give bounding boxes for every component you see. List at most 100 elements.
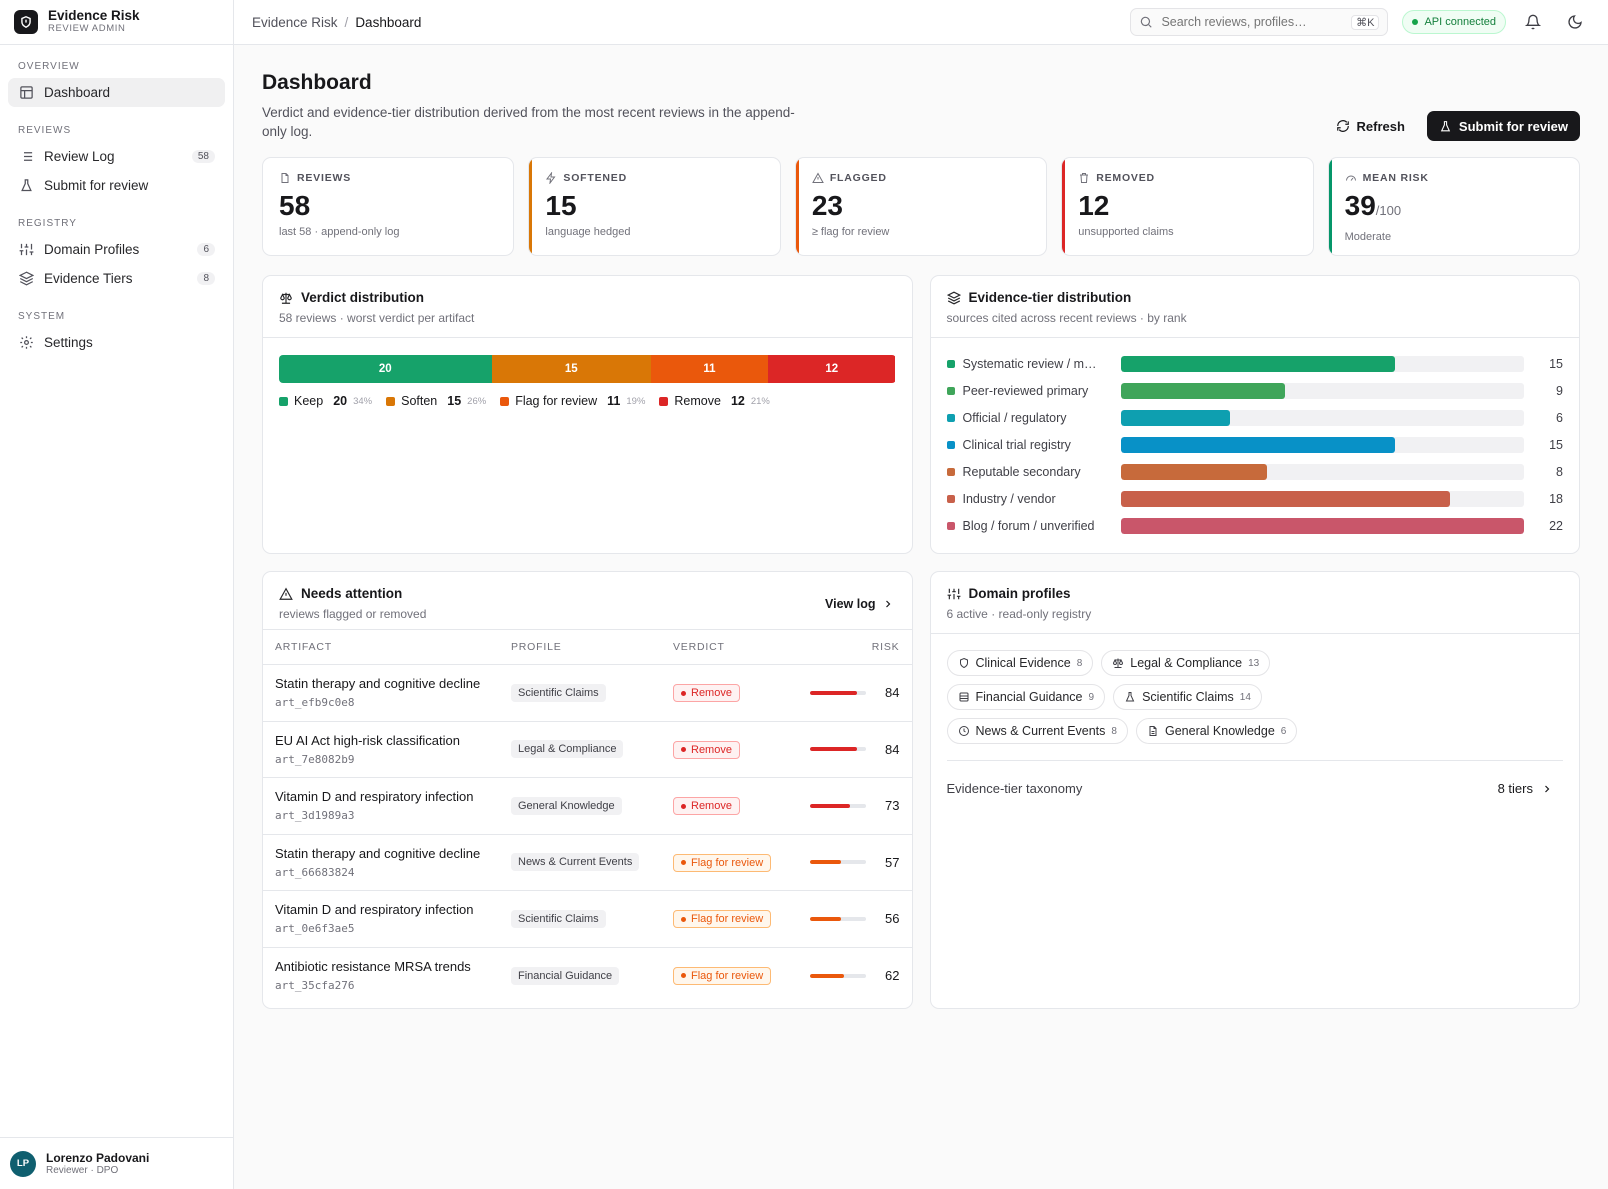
domain-chip-label: Scientific Claims bbox=[1142, 690, 1234, 704]
chevron-right-icon bbox=[1541, 783, 1553, 795]
brand[interactable]: Evidence Risk REVIEW ADMIN bbox=[0, 0, 233, 45]
sidebar-item-dashboard[interactable]: Dashboard bbox=[8, 78, 225, 107]
submit-label: Submit for review bbox=[1458, 118, 1568, 134]
domain-chip-legal-compliance[interactable]: Legal & Compliance 13 bbox=[1101, 650, 1271, 676]
column-header-artifact[interactable]: ARTIFACT bbox=[263, 629, 499, 665]
tier-row: Official / regulatory 6 bbox=[931, 404, 1580, 431]
risk-meter-fill bbox=[809, 916, 841, 921]
profile-cell: News & Current Events bbox=[499, 834, 661, 891]
scale-icon bbox=[1112, 657, 1124, 669]
card-subtitle: 58 reviews · worst verdict per artifact bbox=[279, 311, 475, 325]
domain-chip-general-knowledge[interactable]: General Knowledge 6 bbox=[1135, 718, 1298, 744]
sidebar-item-domain-profiles[interactable]: Domain Profiles 6 bbox=[8, 235, 225, 264]
stat-value: 23 bbox=[811, 190, 843, 221]
table-row[interactable]: Statin therapy and cognitive decline art_… bbox=[263, 664, 912, 722]
domain-chip-label: Legal & Compliance bbox=[1130, 656, 1243, 670]
artifact-title[interactable]: Antibiotic resistance MRSA trends bbox=[275, 959, 471, 974]
tier-value: 22 bbox=[1549, 518, 1563, 533]
stat-value: 39/100 bbox=[1345, 190, 1563, 227]
legend-percent: 34% bbox=[353, 395, 373, 407]
stat-label: FLAGGED bbox=[829, 172, 887, 184]
risk-meter-fill bbox=[809, 973, 845, 978]
artifact-title[interactable]: Vitamin D and respiratory infection bbox=[275, 789, 474, 805]
moon-icon[interactable] bbox=[1560, 7, 1590, 37]
breadcrumb-separator: / bbox=[344, 14, 349, 30]
artifact-id: art_35cfa276 bbox=[275, 979, 355, 992]
stat-accent bbox=[1062, 158, 1066, 255]
profile-chip: Scientific Claims bbox=[511, 909, 606, 928]
sidebar-item-label: Evidence Tiers bbox=[44, 271, 133, 286]
refresh-button[interactable]: Refresh bbox=[1324, 111, 1417, 141]
evidence-tier-taxonomy-row[interactable]: Evidence-tier taxonomy 8 tiers bbox=[946, 760, 1563, 796]
stat-card-reviews: REVIEWS 58 last 58 · append-only log bbox=[262, 157, 515, 256]
domain-chip-count: 13 bbox=[1248, 657, 1260, 669]
artifact-cell: Statin therapy and cognitive decline art_… bbox=[263, 834, 499, 891]
table-row[interactable]: Antibiotic resistance MRSA trends art_35c… bbox=[263, 947, 912, 1004]
search-input[interactable] bbox=[1161, 15, 1344, 29]
stat-label: REMOVED bbox=[1096, 172, 1155, 184]
attention-table: ARTIFACT PROFILE VERDICT RISK Statin the… bbox=[263, 629, 912, 1004]
tier-swatch bbox=[946, 521, 955, 530]
tier-track bbox=[1120, 490, 1524, 507]
verdict-badge: Flag for review bbox=[673, 853, 772, 872]
domain-chips: Clinical Evidence 8 Legal & Compliance 13 … bbox=[931, 634, 1451, 744]
table-row[interactable]: Vitamin D and respiratory infection art_0… bbox=[263, 890, 912, 948]
table-row[interactable]: Statin therapy and cognitive decline art_… bbox=[263, 834, 912, 891]
profile-cell: Scientific Claims bbox=[499, 890, 661, 948]
domain-chip-news-current-events[interactable]: News & Current Events 8 bbox=[946, 718, 1128, 744]
domain-chip-label: Financial Guidance bbox=[975, 690, 1083, 704]
table-row[interactable]: EU AI Act high-risk classification art_7e… bbox=[263, 721, 912, 778]
artifact-title[interactable]: EU AI Act high-risk classification bbox=[275, 732, 460, 748]
domain-chip-scientific-claims[interactable]: Scientific Claims 14 bbox=[1113, 684, 1262, 710]
risk-meter bbox=[809, 747, 866, 752]
nav-section-system: SYSTEM bbox=[18, 311, 66, 322]
artifact-title[interactable]: Vitamin D and respiratory infection bbox=[275, 902, 474, 918]
sidebar-item-submit[interactable]: Submit for review bbox=[8, 171, 225, 200]
sidebar-item-settings[interactable]: Settings bbox=[8, 328, 225, 357]
profile-chip: Financial Guidance bbox=[511, 966, 620, 985]
needs-attention-card: Needs attention reviews flagged or remov… bbox=[262, 571, 913, 1009]
tier-swatch bbox=[946, 467, 955, 476]
verdict-bar-segment-soften: 15 bbox=[491, 355, 652, 383]
risk-meter-fill bbox=[809, 860, 842, 865]
verdict-dot bbox=[681, 747, 686, 752]
tier-value: 15 bbox=[1549, 437, 1563, 452]
verdict-cell: Remove bbox=[661, 721, 791, 778]
column-header-risk[interactable]: RISK bbox=[791, 629, 912, 665]
verdict-label: Remove bbox=[691, 800, 732, 812]
verdict-bar-segment-remove: 12 bbox=[767, 355, 896, 383]
breadcrumb-root[interactable]: Evidence Risk bbox=[252, 14, 338, 30]
domain-chip-financial-guidance[interactable]: Financial Guidance 9 bbox=[946, 684, 1106, 710]
bell-icon[interactable] bbox=[1518, 7, 1548, 37]
profile-chip: News & Current Events bbox=[511, 853, 640, 872]
tier-bar bbox=[1120, 409, 1231, 426]
tier-swatch bbox=[946, 413, 955, 422]
sidebar-item-review-log[interactable]: Review Log 58 bbox=[8, 142, 225, 171]
tier-label: Industry / vendor bbox=[962, 491, 1056, 506]
verdict-stacked-bar: 20 15 11 12 bbox=[279, 355, 896, 383]
column-header-profile[interactable]: PROFILE bbox=[499, 629, 661, 665]
stat-note: language hedged bbox=[545, 226, 631, 238]
submit-for-review-button[interactable]: Submit for review bbox=[1426, 111, 1580, 141]
view-log-link[interactable]: View log bbox=[825, 597, 893, 611]
table-row[interactable]: Vitamin D and respiratory infection art_3… bbox=[263, 777, 912, 835]
tier-value: 6 bbox=[1556, 410, 1563, 425]
artifact-title[interactable]: Statin therapy and cognitive decline bbox=[275, 845, 481, 861]
legend-percent: 26% bbox=[467, 395, 487, 407]
artifact-title[interactable]: Statin therapy and cognitive decline bbox=[275, 676, 481, 692]
domain-chip-clinical-evidence[interactable]: Clinical Evidence 8 bbox=[946, 650, 1094, 676]
bolt-icon bbox=[545, 172, 557, 184]
stat-note: last 58 · append-only log bbox=[279, 226, 400, 238]
artifact-cell: Vitamin D and respiratory infection art_3… bbox=[263, 777, 499, 835]
search-icon bbox=[1139, 15, 1153, 29]
file-icon bbox=[279, 172, 291, 184]
sidebar-item-evidence-tiers[interactable]: Evidence Tiers 8 bbox=[8, 264, 225, 293]
clock-icon bbox=[958, 725, 970, 737]
user-profile[interactable]: LP Lorenzo Padovani Reviewer · DPO bbox=[0, 1137, 233, 1189]
column-header-verdict[interactable]: VERDICT bbox=[661, 629, 791, 665]
search-box[interactable]: ⌘K bbox=[1130, 8, 1389, 36]
stat-value: 15 bbox=[545, 190, 577, 221]
verdict-badge: Remove bbox=[673, 740, 740, 759]
charts-row: Verdict distribution 58 reviews · worst … bbox=[262, 275, 1580, 554]
legend-percent: 19% bbox=[626, 395, 646, 407]
